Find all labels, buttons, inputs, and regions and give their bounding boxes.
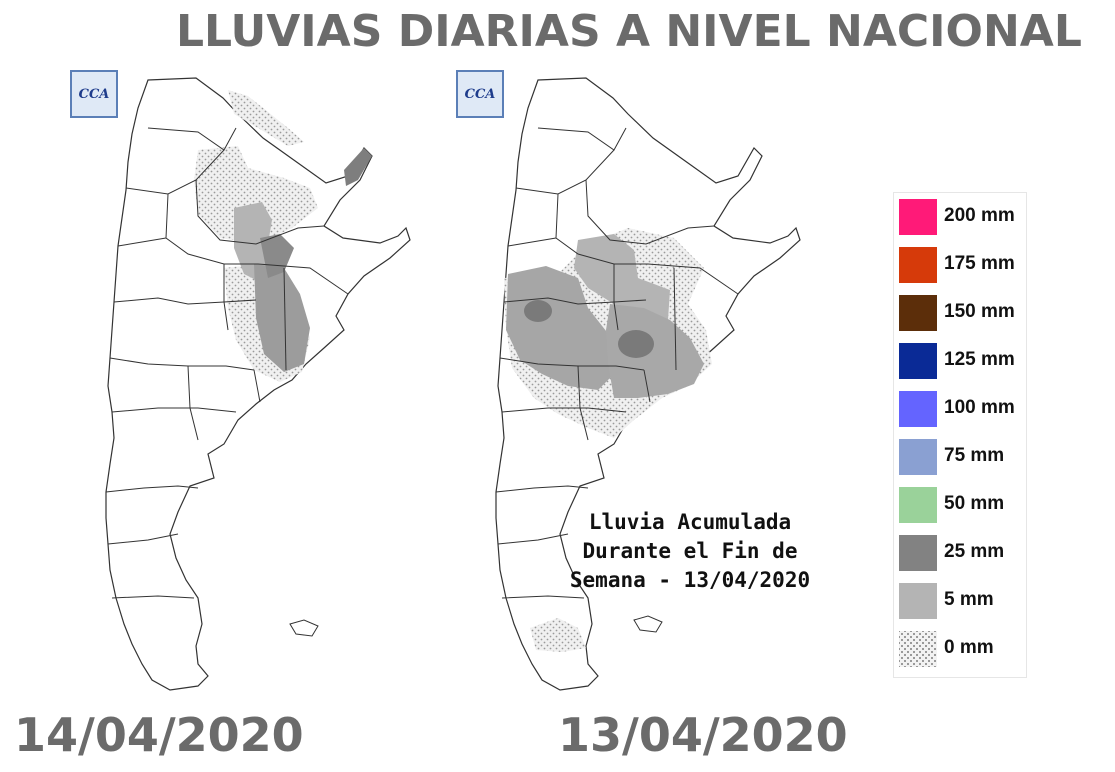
rainfall-legend: 200 mm 175 mm 150 mm 125 mm 100 mm 75 mm… xyxy=(893,192,1027,678)
page-title: LLUVIAS DIARIAS A NIVEL NACIONAL xyxy=(176,6,1082,57)
country-outline xyxy=(105,77,411,691)
legend-item: 0 mm xyxy=(894,627,1026,671)
legend-label: 75 mm xyxy=(944,445,1005,466)
legend-swatch xyxy=(899,631,937,667)
argentina-map-left xyxy=(105,77,411,691)
rain-map-14-04: CCA xyxy=(48,68,428,708)
legend-swatch xyxy=(899,583,937,619)
legend-label: 150 mm xyxy=(944,301,1015,322)
legend-label: 100 mm xyxy=(944,397,1015,418)
annotation-line-1: Lluvia Acumulada xyxy=(588,510,792,534)
legend-item: 175 mm xyxy=(894,243,1026,287)
legend-swatch xyxy=(899,391,937,427)
legend-label: 5 mm xyxy=(944,589,994,610)
accumulated-rain-annotation: Lluvia Acumulada Durante el Fin de Seman… xyxy=(545,508,835,595)
legend-item: 200 mm xyxy=(894,195,1026,239)
annotation-line-2: Durante el Fin de xyxy=(582,539,798,563)
legend-item: 75 mm xyxy=(894,435,1026,479)
legend-swatch xyxy=(899,487,937,523)
date-label-left: 14/04/2020 xyxy=(14,708,304,762)
date-label-right: 13/04/2020 xyxy=(558,708,848,762)
cca-logo: CCA xyxy=(456,70,504,118)
legend-swatch xyxy=(899,343,937,379)
legend-item: 100 mm xyxy=(894,387,1026,431)
legend-label: 125 mm xyxy=(944,349,1015,370)
legend-swatch xyxy=(899,439,937,475)
annotation-line-3: Semana - 13/04/2020 xyxy=(569,568,811,592)
cca-logo: CCA xyxy=(70,70,118,118)
legend-item: 125 mm xyxy=(894,339,1026,383)
legend-swatch xyxy=(899,199,937,235)
legend-swatch xyxy=(899,247,937,283)
legend-item: 50 mm xyxy=(894,483,1026,527)
rain-map-13-04: CCA xyxy=(438,68,818,708)
legend-label: 175 mm xyxy=(944,253,1015,274)
argentina-map-right xyxy=(495,77,801,691)
legend-item: 150 mm xyxy=(894,291,1026,335)
legend-label: 50 mm xyxy=(944,493,1005,514)
legend-label: 0 mm xyxy=(944,637,994,658)
legend-item: 5 mm xyxy=(894,579,1026,623)
legend-item: 25 mm xyxy=(894,531,1026,575)
legend-label: 200 mm xyxy=(944,205,1015,226)
legend-label: 25 mm xyxy=(944,541,1005,562)
legend-swatch xyxy=(899,295,937,331)
legend-swatch xyxy=(899,535,937,571)
